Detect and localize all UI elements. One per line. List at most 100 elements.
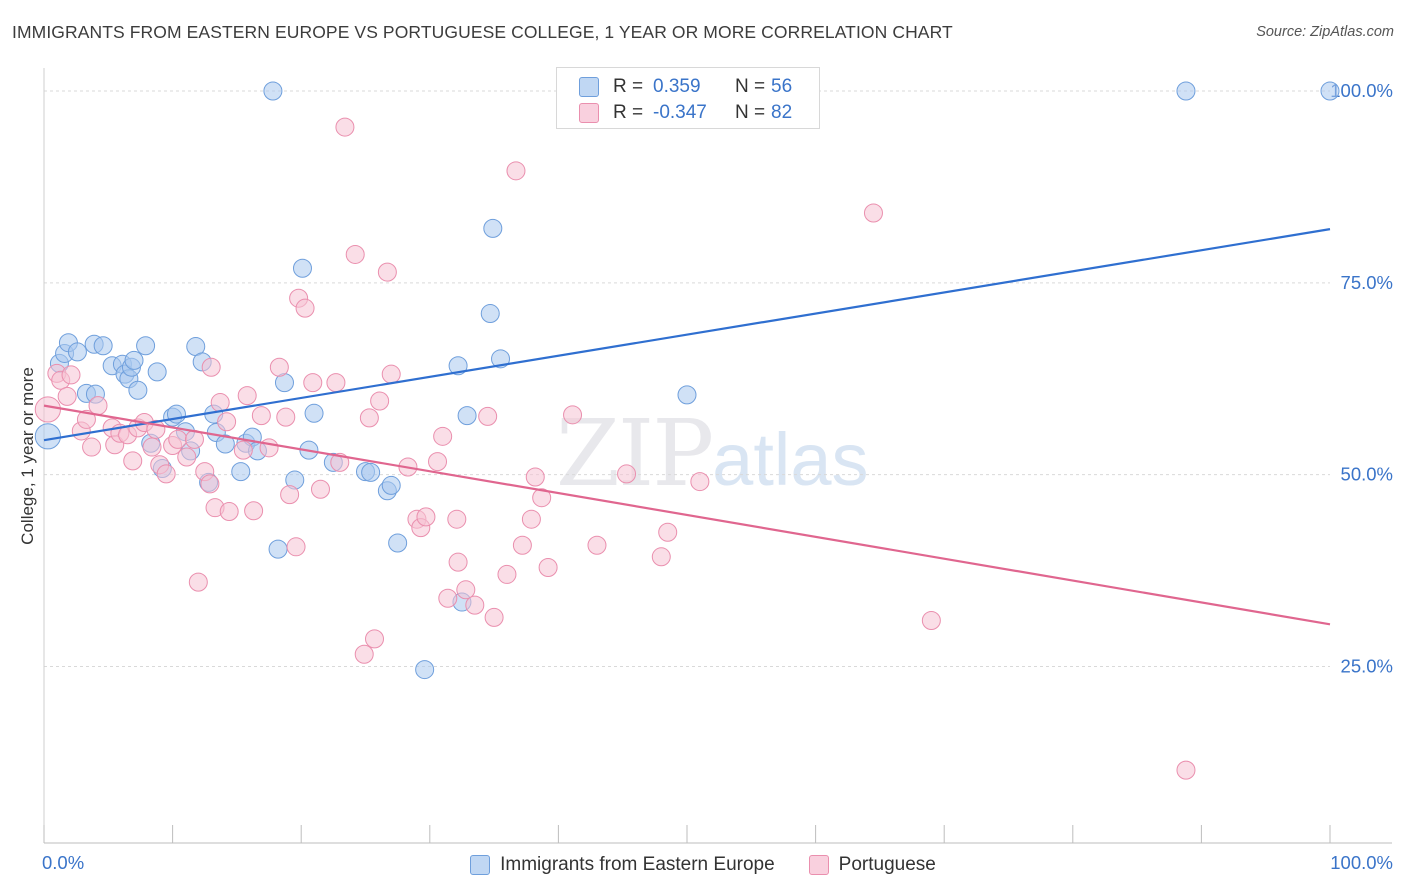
- portuguese-point: [142, 437, 162, 457]
- x-tick-label: 100.0%: [1330, 852, 1393, 873]
- y-tick-label: 25.0%: [1341, 656, 1393, 677]
- portuguese-point: [1176, 760, 1196, 780]
- portuguese-point: [168, 429, 188, 449]
- portuguese-point: [177, 447, 197, 467]
- legend-r-label: R =: [613, 102, 644, 123]
- eastern-europe-point: [361, 462, 381, 482]
- portuguese-point: [156, 464, 176, 484]
- eastern-europe-point: [292, 258, 312, 278]
- portuguese-point: [276, 407, 296, 427]
- series-legend-portuguese: Portuguese: [808, 854, 936, 876]
- portuguese-point: [617, 464, 637, 484]
- portuguese-point: [438, 588, 458, 608]
- legend-row-portuguese: R = -0.347 N = 82: [579, 101, 792, 125]
- portuguese-point: [484, 607, 504, 627]
- series-legend-eastern-europe: Immigrants from Eastern Europe: [470, 854, 775, 876]
- eastern-europe-point: [381, 475, 401, 495]
- legend-n-value: 56: [771, 76, 793, 97]
- chart-source: Source: ZipAtlas.com: [1256, 24, 1394, 40]
- series-legend-label: Portuguese: [838, 854, 936, 875]
- portuguese-point: [237, 386, 257, 406]
- eastern-europe-point: [268, 539, 288, 559]
- legend-swatch-blue: [579, 77, 599, 97]
- eastern-europe-point: [128, 380, 148, 400]
- eastern-europe-point: [263, 81, 283, 101]
- eastern-europe-point: [480, 304, 500, 324]
- portuguese-trendline: [43, 404, 1331, 626]
- portuguese-point: [345, 244, 365, 264]
- portuguese-point: [428, 452, 448, 472]
- eastern-europe-point: [147, 362, 167, 382]
- portuguese-point: [863, 203, 883, 223]
- portuguese-point: [200, 474, 220, 494]
- legend-n-value: 82: [771, 102, 793, 123]
- portuguese-point: [448, 552, 468, 572]
- portuguese-point: [233, 440, 253, 460]
- portuguese-point: [359, 408, 379, 428]
- portuguese-point: [381, 364, 401, 384]
- eastern-europe-point: [491, 349, 511, 369]
- legend-row-eastern-europe: R = 0.359 N = 56: [579, 75, 792, 99]
- eastern-europe-trendline: [43, 228, 1331, 442]
- portuguese-point: [269, 357, 289, 377]
- portuguese-point: [416, 507, 436, 527]
- eastern-europe-point: [415, 660, 435, 680]
- portuguese-point: [217, 412, 237, 432]
- portuguese-point: [563, 405, 583, 425]
- series-legend: Immigrants from Eastern Europe Portugues…: [0, 852, 1406, 878]
- portuguese-point: [330, 452, 350, 472]
- portuguese-point: [219, 502, 239, 522]
- portuguese-point: [280, 485, 300, 505]
- y-tick-label: 100.0%: [1330, 80, 1393, 101]
- portuguese-point: [921, 610, 941, 630]
- watermark-zip: ZIP: [556, 400, 714, 507]
- portuguese-point: [525, 467, 545, 487]
- chart-title: IMMIGRANTS FROM EASTERN EUROPE VS PORTUG…: [12, 22, 953, 42]
- portuguese-point: [433, 426, 453, 446]
- eastern-europe-point: [34, 423, 61, 450]
- eastern-europe-point: [304, 403, 324, 423]
- series-swatch-pink: [808, 855, 829, 875]
- portuguese-point: [123, 451, 143, 471]
- portuguese-point: [259, 438, 279, 458]
- portuguese-point: [354, 644, 374, 664]
- eastern-europe-point: [231, 462, 251, 482]
- portuguese-point: [521, 509, 541, 529]
- portuguese-point: [365, 629, 385, 649]
- portuguese-point: [188, 572, 208, 592]
- portuguese-point: [335, 117, 355, 137]
- portuguese-point: [587, 535, 607, 555]
- portuguese-point: [690, 472, 710, 492]
- portuguese-point: [201, 357, 221, 377]
- portuguese-point: [497, 564, 517, 584]
- legend-r-value: -0.347: [653, 102, 707, 123]
- portuguese-point: [651, 547, 671, 567]
- eastern-europe-point: [388, 533, 408, 553]
- portuguese-point: [286, 537, 306, 557]
- portuguese-point: [658, 522, 678, 542]
- eastern-europe-point: [483, 218, 503, 238]
- eastern-europe-point: [215, 434, 235, 454]
- eastern-europe-point: [124, 350, 144, 370]
- portuguese-point: [506, 161, 526, 181]
- portuguese-point: [61, 365, 81, 385]
- portuguese-point: [512, 535, 532, 555]
- y-tick-label: 50.0%: [1341, 464, 1393, 485]
- portuguese-point: [210, 393, 230, 413]
- eastern-europe-point: [93, 336, 113, 356]
- x-tick-label: 0.0%: [42, 852, 84, 873]
- correlation-legend: R = 0.359 N = 56 R = -0.347 N = 82: [556, 67, 820, 129]
- portuguese-point: [88, 396, 108, 416]
- portuguese-point: [303, 373, 323, 393]
- y-axis-label: College, 1 year or more: [18, 367, 37, 545]
- portuguese-point: [370, 391, 390, 411]
- portuguese-point: [57, 386, 77, 406]
- portuguese-point: [244, 501, 264, 521]
- legend-n-label: N =: [735, 102, 766, 123]
- portuguese-point: [478, 406, 498, 426]
- portuguese-point: [82, 437, 102, 457]
- eastern-europe-point: [1176, 81, 1196, 101]
- series-legend-label: Immigrants from Eastern Europe: [500, 854, 775, 875]
- portuguese-point: [34, 396, 61, 423]
